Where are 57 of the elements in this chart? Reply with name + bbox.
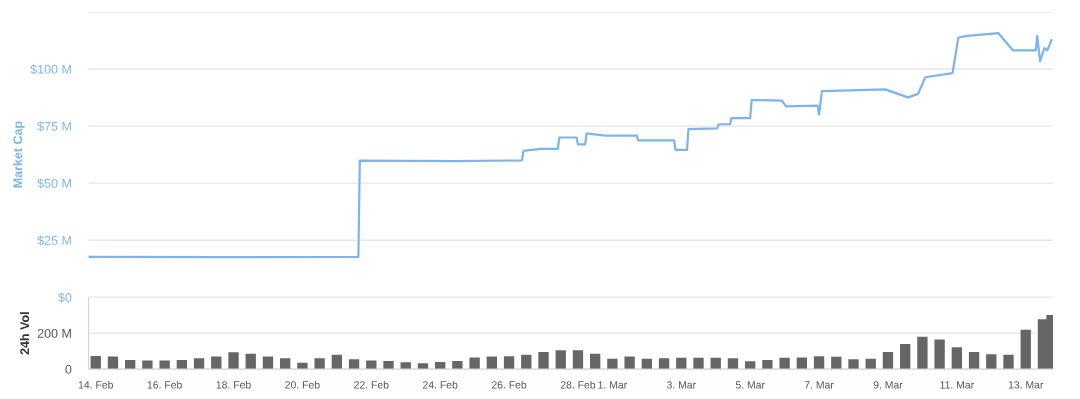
bar (142, 360, 153, 370)
y-tick-label: 0 (65, 364, 72, 374)
bar (555, 350, 566, 370)
y-tick-label: $100 M (30, 64, 71, 75)
bar (1003, 354, 1014, 370)
bar (624, 356, 635, 370)
bar (986, 354, 997, 370)
y-tick-label: $0 (58, 292, 72, 303)
x-tick-label: 7. Mar (804, 381, 834, 389)
x-tick-label: 16. Feb (147, 380, 182, 389)
bar (693, 357, 704, 370)
bar (900, 343, 911, 370)
y-tick-label: $25 M (37, 235, 71, 246)
x-tick-label: 11. Mar (940, 381, 974, 389)
bar (193, 358, 205, 370)
bar (503, 356, 515, 370)
x-tick-label: 24. Feb (423, 380, 458, 389)
y-axis-title: Market Cap (13, 121, 25, 188)
bar (314, 358, 325, 370)
bar (383, 361, 394, 370)
bar (572, 350, 584, 370)
x-tick-label: 18. Feb (216, 380, 251, 389)
y-tick-label: $50 M (37, 178, 71, 189)
bar (917, 336, 928, 370)
bar (796, 357, 808, 370)
bar (159, 360, 170, 370)
bar (469, 357, 480, 370)
x-tick-label: 5. Mar (735, 381, 765, 389)
bar (848, 359, 859, 370)
x-tick-label: 20. Feb (285, 380, 320, 389)
y-axis-title: 24h Vol (19, 312, 30, 355)
y-tick-label: 200 M (37, 328, 71, 338)
bar (538, 352, 549, 370)
bar (607, 358, 618, 370)
x-tick-label: 3. Mar (666, 381, 696, 389)
bar (934, 339, 945, 370)
y-tick-label: $75 M (37, 121, 71, 132)
bar (228, 352, 239, 370)
bar (779, 357, 790, 370)
x-tick-label: 22. Feb (354, 380, 389, 389)
x-tick-label: 13. Mar (1008, 381, 1044, 389)
x-tick-label: 9. Mar (873, 381, 903, 389)
x-tick-label: 26. Feb (491, 380, 527, 389)
bar (882, 352, 894, 370)
bar (1020, 329, 1031, 370)
x-tick-label: 14. Feb (78, 380, 113, 389)
x-tick-label: 28. Feb (560, 380, 596, 389)
bar (762, 360, 773, 370)
bar (951, 347, 963, 370)
bar (813, 356, 825, 370)
bar (280, 358, 291, 370)
bar (452, 361, 463, 370)
bar (727, 358, 739, 370)
bar (366, 360, 377, 370)
bar (968, 352, 980, 370)
x-tick-label: 1. Mar (598, 381, 627, 389)
bar (658, 358, 670, 370)
